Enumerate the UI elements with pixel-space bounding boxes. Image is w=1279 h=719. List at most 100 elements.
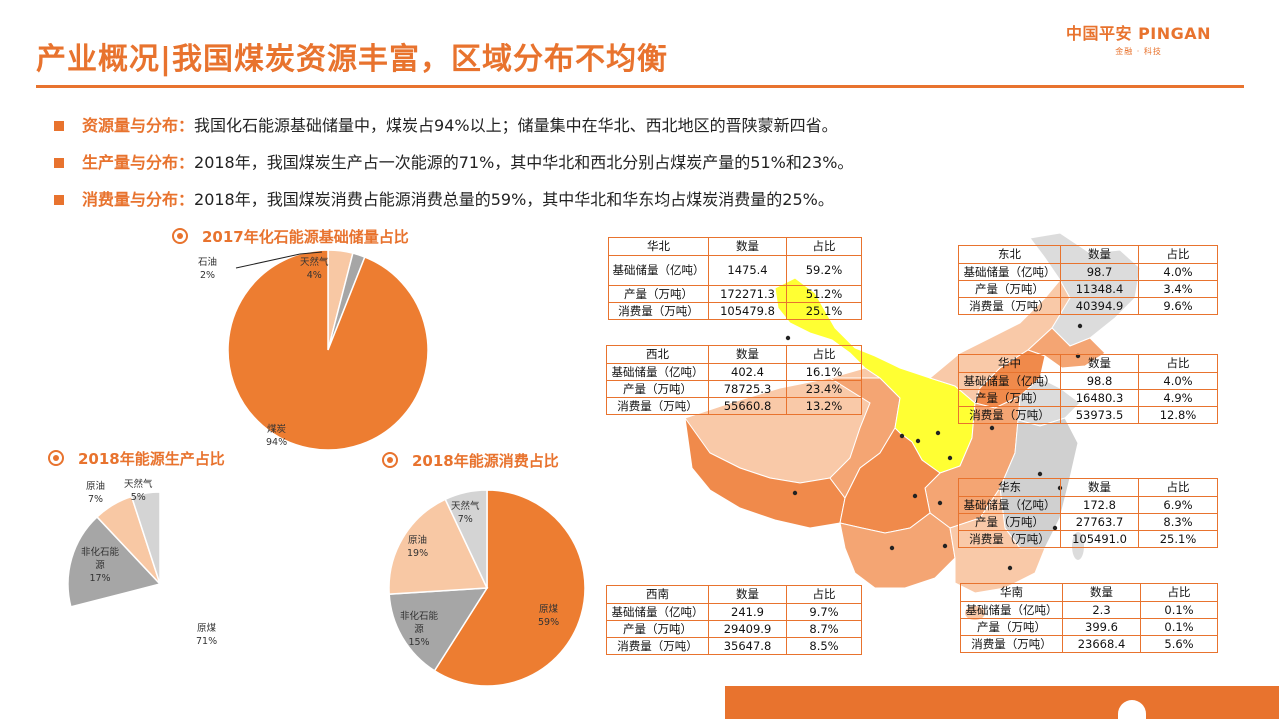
table-cell-value: 172271.3	[708, 285, 787, 303]
table-row-label: 产量（万吨）	[606, 380, 709, 398]
bullet-reserves: 资源量与分布：我国化石能源基础储量中，煤炭占94%以上；储量集中在华北、西北地区…	[54, 113, 853, 150]
bullet-square-icon	[54, 121, 64, 131]
table-cell-value: 172.8	[1060, 496, 1139, 514]
table-row-label: 消费量（万吨）	[958, 530, 1061, 548]
bullet-list: 资源量与分布：我国化石能源基础储量中，煤炭占94%以上；储量集中在华北、西北地区…	[54, 113, 853, 224]
footer-logo-mark	[1118, 700, 1146, 719]
bullet-square-icon	[54, 195, 64, 205]
table-row-label: 消费量（万吨）	[606, 637, 709, 655]
logo-main-text: 中国平安 PINGAN	[1066, 24, 1212, 43]
china-region-map	[684, 232, 1141, 620]
table-cell-share: 51.2%	[786, 285, 862, 303]
table-cell-share: 4.9%	[1138, 389, 1218, 407]
chart-title-production-text: 2018年能源生产占比	[78, 450, 225, 468]
table-cell-value: 40394.9	[1060, 297, 1139, 315]
table-row-label: 产量（万吨）	[608, 285, 709, 303]
bullet-key: 资源量与分布：	[82, 116, 195, 135]
table-cell-value: 35647.8	[708, 637, 787, 655]
table-cell-value: 241.9	[708, 603, 787, 621]
table-cell-share: 25.1%	[1138, 530, 1218, 548]
table-cell-share: 12.8%	[1138, 406, 1218, 424]
table-cell-share: 23.4%	[786, 380, 862, 398]
pie-slice	[67, 515, 162, 608]
table-col-share: 占比	[786, 585, 862, 604]
table-col-share: 占比	[786, 237, 862, 256]
bullet-key: 生产量与分布：	[82, 153, 195, 172]
table-dongbei: 东北 数量 占比 基础储量（亿吨） 98.7 4.0% 产量（万吨） 11348.4 3.4…	[958, 245, 1218, 315]
chart-title-reserves: 2017年化石能源基础储量占比	[172, 226, 409, 247]
table-row-label: 产量（万吨）	[606, 620, 709, 638]
table-row-label: 产量（万吨）	[958, 280, 1061, 298]
table-region-name: 华南	[960, 583, 1063, 602]
table-xibei: 西北 数量 占比 基础储量（亿吨） 402.4 16.1% 产量（万吨） 78725.3 2…	[606, 345, 862, 415]
table-region-name: 西南	[606, 585, 709, 604]
bullet-key: 消费量与分布：	[82, 190, 195, 209]
table-col-value: 数量	[1060, 354, 1139, 373]
table-cell-value: 27763.7	[1060, 513, 1139, 531]
pie-slice	[227, 249, 429, 451]
table-col-share: 占比	[1138, 245, 1218, 264]
pie-leader-line	[235, 251, 323, 269]
table-cell-value: 23668.4	[1062, 635, 1141, 653]
table-row-label: 消费量（万吨）	[960, 635, 1063, 653]
table-huazhong: 华中 数量 占比 基础储量（亿吨） 98.8 4.0% 产量（万吨） 16480.3 4.9…	[958, 354, 1218, 424]
table-xinan: 西南 数量 占比 基础储量（亿吨） 241.9 9.7% 产量（万吨） 29409.9 8.…	[606, 585, 862, 655]
table-huabei: 华北 数量 占比 基础储量（亿吨） 1475.4 59.2% 产量（万吨） 172271.…	[608, 237, 862, 320]
bullet-square-icon	[54, 158, 64, 168]
table-col-value: 数量	[708, 237, 787, 256]
table-cell-value: 16480.3	[1060, 389, 1139, 407]
bullet-text: 我国化石能源基础储量中，煤炭占94%以上；储量集中在华北、西北地区的晋陕蒙新四省…	[194, 116, 838, 135]
pie-label-gas: 天然气 4%	[300, 257, 329, 281]
pie-label-nonfossil-consumption: 非化石能源 15%	[399, 611, 438, 648]
table-col-value: 数量	[1062, 583, 1141, 602]
table-cell-share: 8.5%	[786, 637, 862, 655]
table-col-value: 数量	[1060, 478, 1139, 497]
pie-label-crude: 原油 7%	[86, 481, 106, 505]
pingan-logo: 中国平安 PINGAN 金融 · 科技	[1066, 20, 1211, 57]
logo-sub-text: 金融 · 科技	[1115, 47, 1162, 56]
table-cell-value: 11348.4	[1060, 280, 1139, 298]
table-cell-share: 9.7%	[786, 603, 862, 621]
table-cell-value: 399.6	[1062, 618, 1141, 636]
table-cell-share: 13.2%	[786, 397, 862, 415]
table-cell-share: 16.1%	[786, 363, 862, 381]
pie-label-oil: 石油 2%	[198, 257, 218, 281]
table-col-share: 占比	[1138, 478, 1218, 497]
table-cell-value: 29409.9	[708, 620, 787, 638]
table-cell-share: 0.1%	[1140, 618, 1218, 636]
table-row-label: 基础储量（亿吨）	[606, 363, 709, 381]
table-cell-value: 53973.5	[1060, 406, 1139, 424]
pie-label-nonfossil: 非化石能源 17%	[80, 547, 119, 584]
table-cell-value: 98.7	[1060, 263, 1139, 281]
table-row-label: 产量（万吨）	[958, 389, 1061, 407]
table-row-label: 基础储量（亿吨）	[608, 255, 709, 286]
table-row-label: 基础储量（亿吨）	[958, 496, 1061, 514]
pie-label-oil-consumption: 原油 19%	[407, 535, 429, 559]
table-col-share: 占比	[1138, 354, 1218, 373]
table-cell-share: 6.9%	[1138, 496, 1218, 514]
pie-label-raw-coal: 原煤 71%	[196, 623, 218, 647]
table-region-name: 华东	[958, 478, 1061, 497]
target-icon	[172, 228, 188, 244]
table-region-name: 华北	[608, 237, 709, 256]
table-cell-share: 0.1%	[1140, 601, 1218, 619]
table-row-label: 基础储量（亿吨）	[606, 603, 709, 621]
pie-slice	[444, 489, 488, 589]
table-cell-share: 8.7%	[786, 620, 862, 638]
table-cell-share: 3.4%	[1138, 280, 1218, 298]
table-huanan: 华南 数量 占比 基础储量（亿吨） 2.3 0.1% 产量（万吨） 399.6 0.1% 消…	[960, 583, 1218, 653]
title-divider	[36, 85, 1244, 88]
pie-slice	[388, 498, 489, 595]
table-region-name: 华中	[958, 354, 1061, 373]
table-cell-share: 25.1%	[786, 302, 862, 320]
table-row-label: 消费量（万吨）	[608, 302, 709, 320]
pie-label-coal: 煤炭 94%	[266, 424, 288, 448]
pie-slice	[388, 587, 489, 672]
table-col-value: 数量	[708, 345, 787, 364]
pie-label-gas-consumption: 天然气 7%	[451, 501, 480, 525]
table-row-label: 基础储量（亿吨）	[958, 263, 1061, 281]
pie-slice	[433, 489, 586, 687]
table-cell-share: 4.0%	[1138, 263, 1218, 281]
